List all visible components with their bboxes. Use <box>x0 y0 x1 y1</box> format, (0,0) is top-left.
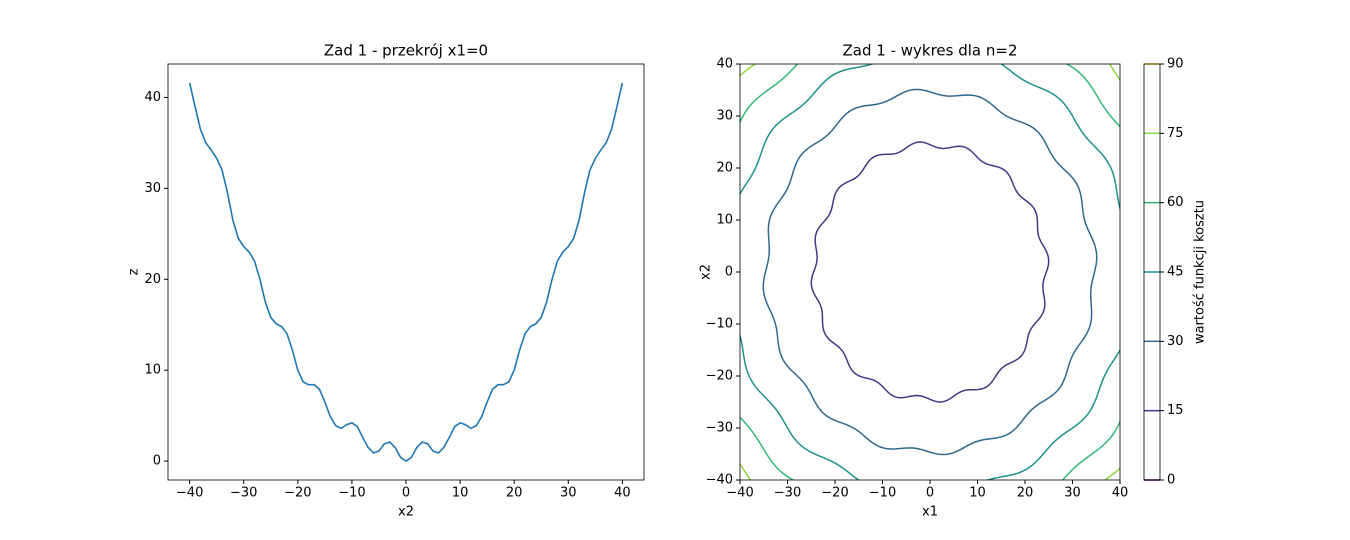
axes-frame <box>739 63 1121 481</box>
x-tick-label: −10 <box>869 486 896 501</box>
y-tick-label: 10 <box>144 363 161 378</box>
y-tick-label: −20 <box>706 369 733 384</box>
x-tick-label: 0 <box>926 486 934 501</box>
data-line <box>188 82 624 463</box>
colorbar-tick-label: 30 <box>1167 334 1184 349</box>
contour-line <box>762 88 1098 456</box>
colorbar-tick-label: 75 <box>1167 126 1184 141</box>
colorbar-tick-label: 45 <box>1167 265 1184 280</box>
y-tick-label: 40 <box>716 57 733 72</box>
y-tick-label: 0 <box>153 454 161 469</box>
colorbar-tick-label: 0 <box>1167 473 1175 488</box>
axes-frame <box>167 63 645 481</box>
y-axis-label: z <box>127 268 142 275</box>
y-tick-label: 20 <box>144 272 161 287</box>
x-tick-label: −10 <box>338 486 365 501</box>
x-tick-label: −30 <box>230 486 257 501</box>
colorbar-tick-label: 60 <box>1167 195 1184 210</box>
y-tick-label: 10 <box>716 213 733 228</box>
x-tick-label: −20 <box>284 486 311 501</box>
y-tick-label: 40 <box>144 90 161 105</box>
x-tick-label: 30 <box>560 486 577 501</box>
colorbar-label: wartość funkcji kosztu <box>1193 200 1208 344</box>
y-tick-label: −30 <box>706 421 733 436</box>
contour-line <box>810 141 1050 403</box>
y-tick-label: 0 <box>725 265 733 280</box>
x-tick-label: 20 <box>506 486 523 501</box>
x-tick-label: 30 <box>1064 486 1081 501</box>
y-tick-label: 30 <box>716 109 733 124</box>
x-tick-label: −40 <box>176 486 203 501</box>
y-tick-label: −10 <box>706 317 733 332</box>
x-tick-label: 40 <box>1112 486 1129 501</box>
contour-line <box>740 64 1120 480</box>
chart-title: Zad 1 - przekrój x1=0 <box>324 42 488 60</box>
colorbar-frame <box>1143 63 1161 481</box>
x-tick-label: −40 <box>726 486 753 501</box>
x-tick-label: 10 <box>969 486 986 501</box>
x-axis-label: x1 <box>922 505 938 520</box>
x-tick-label: −30 <box>774 486 801 501</box>
y-axis-label: x2 <box>699 264 714 280</box>
colorbar-tick-label: 15 <box>1167 403 1184 418</box>
contour-group <box>740 64 1120 480</box>
x-tick-label: 40 <box>614 486 631 501</box>
y-tick-label: 30 <box>144 181 161 196</box>
x-tick-label: 20 <box>1017 486 1034 501</box>
x-tick-label: −20 <box>821 486 848 501</box>
contour-line <box>740 64 1120 480</box>
y-tick-label: −40 <box>706 473 733 488</box>
colorbar-tick-label: 90 <box>1167 57 1184 72</box>
x-tick-label: 10 <box>452 486 469 501</box>
y-tick-label: 20 <box>716 161 733 176</box>
x-axis-label: x2 <box>398 505 414 520</box>
chart-title: Zad 1 - wykres dla n=2 <box>843 42 1018 60</box>
x-tick-label: 0 <box>402 486 410 501</box>
